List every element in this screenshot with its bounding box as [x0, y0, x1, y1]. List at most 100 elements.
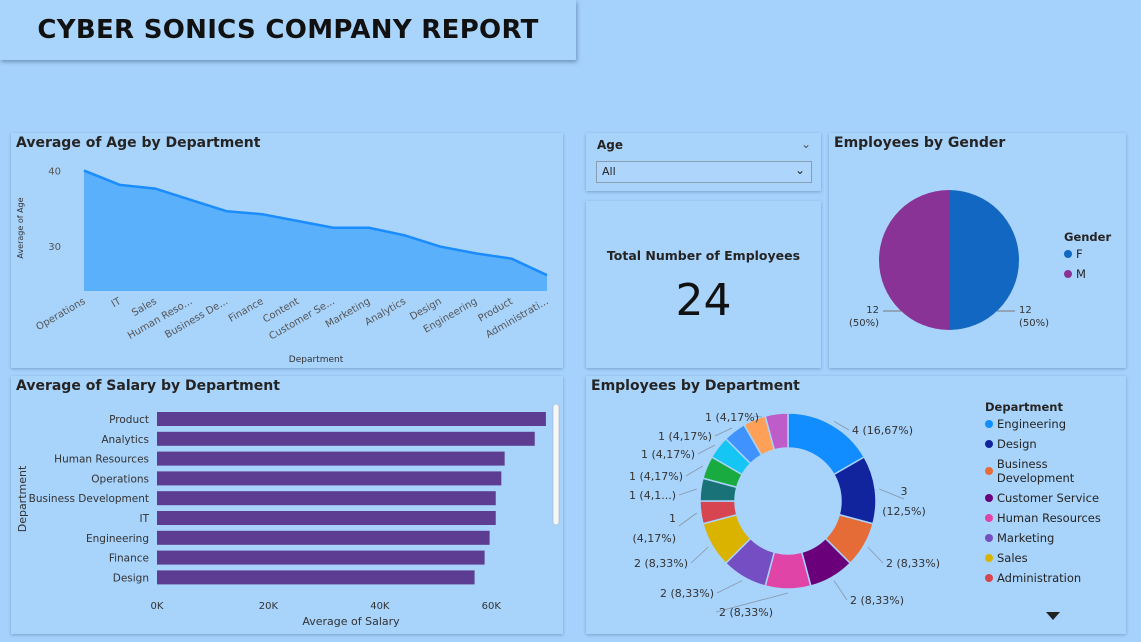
salary-category-label: Operations: [91, 473, 149, 485]
salary-bar: [157, 491, 496, 506]
legend-label: Design: [997, 437, 1037, 451]
salary-bar: [157, 550, 485, 565]
dept-data-label: 2 (8,33%): [886, 557, 940, 570]
legend-dot: [985, 467, 993, 475]
legend-label: Engineering: [997, 417, 1066, 431]
age-by-department-card[interactable]: Average of Age by Department 40 30 Operati…: [11, 133, 563, 368]
legend-label: Administration: [997, 571, 1082, 585]
age-x-tick: Analytics: [363, 296, 408, 328]
dropdown-arrow-icon[interactable]: ⌄: [794, 163, 805, 177]
legend-item-marketing[interactable]: Marketing: [985, 531, 1126, 545]
dept-data-label: 2 (8,33%): [850, 594, 904, 607]
salary-category-label: Finance: [109, 553, 149, 565]
employees-by-department-card[interactable]: Employees by Department 4 (16,67%) 3 (12,5…: [586, 376, 1126, 634]
total-employees-value: 24: [675, 275, 732, 326]
salary-bar: [157, 412, 546, 426]
dept-data-label: 1 (4,1...): [629, 489, 676, 502]
dept-data-label: 1 (4,17%): [705, 411, 759, 424]
age-x-tick: IT: [110, 296, 124, 311]
salary-bar: [157, 530, 490, 545]
department-donut-chart[interactable]: 4 (16,67%) 3 (12,5%) 2 (8,33%) 2 (8,33%) 2 (8…: [586, 376, 1126, 634]
dept-label-leader: [714, 427, 733, 437]
age-slicer-card[interactable]: Age ⌄ All ⌄: [586, 133, 821, 191]
dept-data-label: 2 (8,33%): [634, 557, 688, 570]
gender-label-pct: (50%): [849, 318, 879, 329]
dept-label-leader: [879, 488, 905, 500]
dept-label-leader: [716, 580, 743, 594]
legend-label: Business Development: [996, 457, 1075, 485]
salary-bar-chart[interactable]: Product Analytics Human Resources Operation…: [11, 376, 563, 634]
legend-item-design[interactable]: Design: [985, 437, 1126, 451]
salary-scrollbar[interactable]: [552, 403, 560, 526]
chevron-down-icon[interactable]: ⌄: [800, 137, 811, 151]
dept-data-label: (12,5%): [882, 505, 926, 518]
gender-chart-title: Employees by Gender: [834, 135, 1006, 151]
dept-label-leader: [697, 444, 716, 455]
legend-item-customer-service[interactable]: Customer Service: [985, 491, 1126, 505]
gender-slice-m: [879, 190, 949, 330]
dept-data-label: 3: [901, 485, 908, 498]
salary-x-tick: 20K: [259, 601, 279, 612]
legend-dot: [985, 420, 993, 428]
dept-label-leader: [690, 546, 709, 564]
legend-item-human-resources[interactable]: Human Resources: [985, 511, 1126, 525]
legend-dot: [985, 514, 993, 522]
salary-bar: [157, 451, 505, 466]
total-employees-card[interactable]: Total Number of Employees 24: [586, 201, 821, 368]
age-y-axis-label: Average of Age: [16, 197, 25, 258]
legend-item-m[interactable]: M: [1064, 267, 1111, 281]
salary-x-tick: 0K: [151, 601, 164, 612]
dept-data-label: 1 (4,17%): [641, 448, 695, 461]
age-x-tick: Operations: [34, 296, 87, 333]
salary-by-department-card[interactable]: Average of Salary by Department Product A…: [11, 376, 563, 634]
legend-item-f[interactable]: F: [1064, 247, 1111, 261]
age-chart-title: Average of Age by Department: [16, 135, 261, 151]
age-slicer-label: Age: [597, 138, 624, 152]
legend-scroll-down-icon[interactable]: [1046, 612, 1060, 620]
legend-item-business-development[interactable]: Business Development: [985, 457, 1126, 485]
legend-label: Sales: [997, 551, 1028, 565]
salary-category-label: Human Resources: [54, 454, 149, 466]
legend-dot: [985, 574, 993, 582]
dept-data-label: 1 (4,17%): [629, 470, 683, 483]
report-title: CYBER SONICS COMPANY REPORT: [37, 15, 539, 45]
age-slicer-dropdown[interactable]: All ⌄: [596, 161, 812, 183]
salary-x-tick: 60K: [482, 601, 502, 612]
legend-label-f: F: [1076, 247, 1083, 261]
gender-pie-chart[interactable]: 12 (50%) 12 (50%): [829, 133, 1126, 368]
legend-dot-m: [1064, 270, 1072, 278]
age-y-tick: 30: [48, 242, 61, 253]
salary-bar: [157, 570, 475, 585]
legend-item-sales[interactable]: Sales: [985, 551, 1126, 565]
age-y-tick: 40: [48, 167, 61, 178]
salary-category-label: Business Development: [29, 493, 149, 505]
legend-item-engineering[interactable]: Engineering: [985, 417, 1126, 431]
dept-data-label: 2 (8,33%): [660, 587, 714, 600]
legend-label: Marketing: [997, 531, 1055, 545]
legend-label: Customer Service: [997, 491, 1100, 505]
employees-by-gender-card[interactable]: Employees by Gender 12 (50%) 12 (50%) Gende…: [829, 133, 1126, 368]
salary-category-label: Engineering: [86, 533, 149, 545]
salary-y-axis-label: Department: [16, 465, 29, 532]
dept-label-leader: [678, 488, 697, 496]
gender-legend: Gender F M: [1064, 230, 1111, 287]
salary-category-label: Design: [113, 572, 149, 584]
salary-category-label: Product: [109, 414, 149, 426]
salary-bar: [157, 471, 502, 486]
legend-label-m: M: [1076, 267, 1086, 281]
gender-slice-f: [949, 190, 1019, 330]
report-title-card: CYBER SONICS COMPANY REPORT: [0, 0, 576, 60]
legend-dot-f: [1064, 250, 1072, 258]
legend-item-administration[interactable]: Administration: [985, 571, 1126, 585]
department-legend: Department Engineering Design Business Dev…: [985, 400, 1126, 591]
total-employees-label: Total Number of Employees: [606, 248, 801, 263]
age-x-tick: Business De...: [163, 296, 230, 341]
dept-label-leader: [752, 415, 763, 418]
dept-label-leader: [833, 420, 850, 431]
dept-data-label: 4 (16,67%): [852, 424, 913, 437]
dept-chart-title: Employees by Department: [591, 378, 800, 394]
salary-bar: [157, 431, 535, 446]
dept-label-leader: [715, 592, 789, 613]
legend-label: Human Resources: [997, 511, 1101, 525]
